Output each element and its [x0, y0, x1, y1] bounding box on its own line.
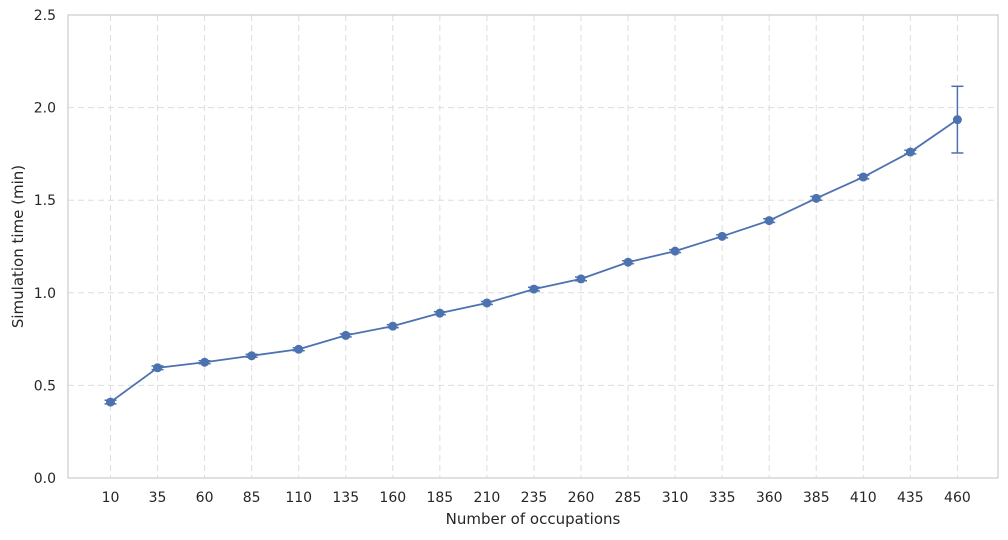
data-point [858, 172, 868, 182]
x-axis-label: Number of occupations [446, 510, 621, 528]
data-point [952, 115, 962, 125]
data-point [576, 274, 586, 284]
y-tick-label: 2.0 [34, 101, 56, 117]
plot-frame [67, 14, 999, 479]
data-point [529, 284, 539, 294]
y-axis-label: Simulation time (min) [9, 165, 27, 328]
x-tick-label: 85 [243, 490, 261, 506]
y-tick-label: 1.0 [34, 286, 56, 302]
y-tick-label: 0.0 [34, 471, 56, 487]
y-tick-label: 1.5 [34, 193, 56, 209]
data-point [482, 298, 492, 308]
data-point [388, 321, 398, 331]
x-tick-label: 435 [897, 490, 924, 506]
x-tick-label: 385 [803, 490, 830, 506]
x-tick-label: 460 [944, 490, 971, 506]
x-tick-label: 310 [662, 490, 689, 506]
x-tick-label: 135 [332, 490, 359, 506]
data-point [670, 246, 680, 256]
x-tick-label: 335 [709, 490, 736, 506]
x-tick-label: 185 [426, 490, 453, 506]
data-point [435, 308, 445, 318]
data-point [341, 330, 351, 340]
x-tick-label: 35 [149, 490, 167, 506]
data-point [200, 357, 210, 367]
y-tick-label: 0.5 [34, 378, 56, 394]
x-tick-label: 10 [102, 490, 120, 506]
data-point [905, 147, 915, 157]
data-point [811, 193, 821, 203]
data-point [717, 231, 727, 241]
x-tick-label: 160 [379, 490, 406, 506]
data-point [153, 363, 163, 373]
tick-labels: 10 35 60 85 110 135 160 185 210 235 260 285 310 335 36… [34, 8, 971, 506]
data-point [106, 397, 115, 407]
data-point [247, 351, 257, 361]
x-tick-label: 235 [521, 490, 548, 506]
x-tick-label: 110 [285, 490, 312, 506]
data-point [294, 344, 304, 354]
series [104, 85, 964, 407]
x-tick-label: 260 [568, 490, 595, 506]
y-tick-label: 2.5 [34, 8, 56, 24]
data-point [623, 257, 633, 267]
x-tick-label: 360 [756, 490, 783, 506]
grid [68, 14, 998, 479]
x-tick-label: 60 [196, 490, 214, 506]
data-point [764, 216, 774, 226]
x-tick-label: 210 [474, 490, 501, 506]
x-tick-label: 285 [615, 490, 642, 506]
x-tick-label: 410 [850, 490, 877, 506]
